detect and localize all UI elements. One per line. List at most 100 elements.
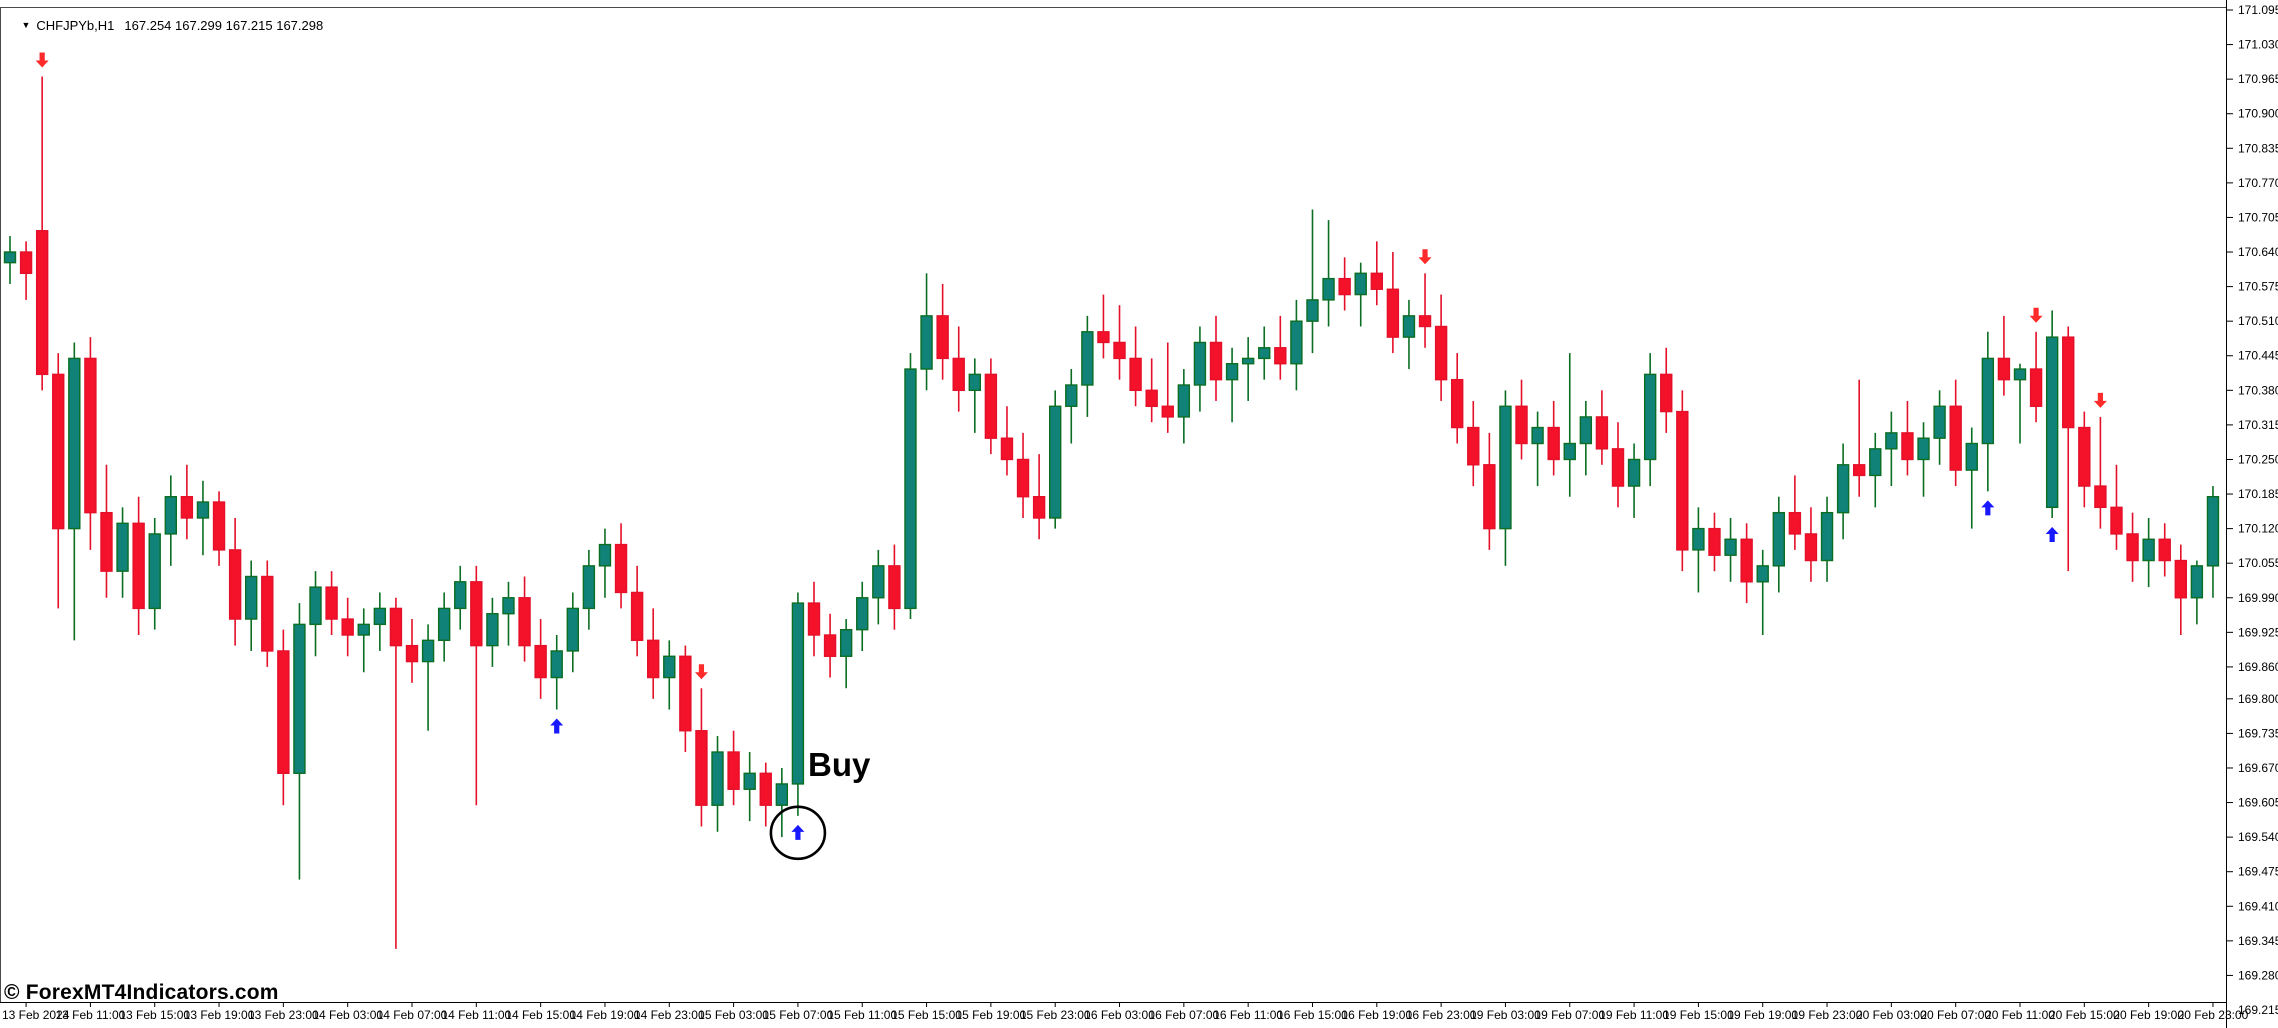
bear-candle	[2078, 426, 2091, 487]
bull-candle	[2045, 336, 2059, 509]
bull-candle	[1177, 384, 1191, 418]
bear-candle	[1901, 432, 1914, 461]
price-tick-label: 170.445	[2238, 349, 2278, 363]
time-tick-label: 14 Feb 07:00	[377, 1008, 448, 1022]
bull-candle	[1917, 437, 1930, 461]
bull-candle	[856, 597, 869, 631]
bear-candle	[84, 357, 97, 514]
bear-candle	[727, 751, 740, 790]
bull-candle	[1258, 347, 1271, 360]
bull-candle	[550, 650, 563, 679]
bull-candle	[454, 581, 467, 610]
bear-candle	[1161, 405, 1174, 418]
bull-candle	[1933, 405, 1946, 439]
time-tick-label: 15 Feb 11:00	[827, 1008, 897, 1022]
bear-candle	[341, 618, 354, 636]
price-tick-label: 170.510	[2238, 314, 2278, 328]
bear-candle	[1547, 426, 1560, 461]
price-tick-label: 170.315	[2238, 418, 2278, 432]
sell-arrow-icon	[1418, 249, 1432, 265]
price-axis[interactable]: 171.095 171.030 170.965 170.900 170.835 170.7…	[2226, 3, 2278, 1017]
bull-candle	[711, 751, 724, 806]
price-tick-label: 169.860	[2238, 660, 2278, 674]
bull-candle	[1885, 432, 1898, 450]
bull-candle	[502, 597, 515, 615]
bull-candle	[1981, 357, 1995, 445]
bull-candle	[791, 602, 805, 785]
bull-candle	[437, 607, 451, 642]
bear-candle	[261, 575, 274, 652]
signal-arrows	[35, 52, 2107, 861]
bear-candle	[823, 634, 837, 657]
candlestick-series[interactable]	[3, 76, 2220, 949]
price-tick-label: 171.030	[2238, 38, 2278, 52]
bull-candle	[373, 607, 387, 626]
bull-candle	[582, 565, 596, 610]
bear-candle	[1209, 341, 1223, 381]
bull-candle	[1065, 384, 1078, 407]
bear-candle	[1113, 341, 1126, 360]
price-tick-label: 170.965	[2238, 72, 2278, 86]
bear-candle	[1338, 277, 1351, 296]
bull-candle	[2013, 368, 2027, 381]
price-tick-label: 169.605	[2238, 796, 2278, 810]
sell-arrow-icon	[2093, 392, 2107, 408]
time-tick-label: 14 Feb 23:00	[634, 1008, 705, 1022]
price-tick-label: 170.250	[2238, 452, 2278, 466]
bear-candle	[1467, 426, 1480, 466]
bull-candle	[1081, 331, 1094, 386]
bear-candle	[952, 357, 965, 392]
price-tick-label: 170.575	[2238, 280, 2278, 294]
sell-arrow-icon	[35, 52, 49, 68]
bull-candle	[2142, 538, 2155, 562]
time-tick-label: 19 Feb 07:00	[1534, 1008, 1605, 1022]
time-tick-label: 20 Feb 07:00	[1920, 1008, 1991, 1022]
time-tick-label: 14 Feb 11:00	[441, 1008, 511, 1022]
bull-candle	[1531, 426, 1544, 445]
bear-candle	[1418, 315, 1432, 328]
bear-candle	[325, 586, 338, 620]
bear-candle	[19, 251, 33, 274]
bear-candle	[52, 373, 65, 530]
bull-candle	[1290, 320, 1303, 365]
bull-candle	[3, 251, 17, 264]
bear-candle	[1000, 437, 1014, 461]
time-tick-label: 20 Feb 15:00	[2049, 1008, 2120, 1022]
bear-candle	[1097, 331, 1110, 344]
symbol-dropdown-icon[interactable]: ▼	[21, 20, 31, 30]
time-tick-label: 13 Feb 23:00	[248, 1008, 319, 1022]
bull-candle	[1772, 511, 1786, 567]
bear-candle	[807, 602, 821, 636]
bear-candle	[2174, 559, 2188, 599]
bear-candle	[1708, 527, 1721, 556]
bear-candle	[212, 501, 226, 551]
bull-candle	[1756, 565, 1769, 583]
time-tick-label: 13 Feb 15:00	[119, 1008, 190, 1022]
time-tick-label: 20 Feb 23:00	[2178, 1008, 2249, 1022]
bull-candle	[1225, 363, 1239, 381]
time-tick-label: 15 Feb 23:00	[1020, 1008, 1091, 1022]
bear-candle	[180, 496, 194, 519]
bull-candle	[1724, 538, 1737, 556]
bear-candle	[888, 565, 901, 610]
bull-candle	[486, 613, 499, 647]
price-tick-label: 170.185	[2238, 487, 2278, 501]
price-tick-label: 169.540	[2238, 830, 2278, 844]
watermark-label: © ForexMT4Indicators.com	[4, 981, 279, 1004]
bull-candle	[1499, 405, 1512, 530]
price-tick-label: 170.640	[2238, 245, 2278, 259]
time-tick-label: 14 Feb 15:00	[505, 1008, 576, 1022]
bear-candle	[1852, 464, 1866, 477]
bull-candle	[839, 628, 853, 657]
bull-candle	[164, 496, 178, 535]
bull-candle	[1627, 458, 1641, 487]
bear-candle	[647, 639, 660, 679]
bear-candle	[132, 522, 145, 610]
time-tick-label: 16 Feb 03:00	[1084, 1008, 1155, 1022]
time-tick-label: 20 Feb 19:00	[2113, 1008, 2184, 1022]
bear-candle	[630, 591, 644, 642]
time-tick-label: 16 Feb 11:00	[1213, 1008, 1283, 1022]
